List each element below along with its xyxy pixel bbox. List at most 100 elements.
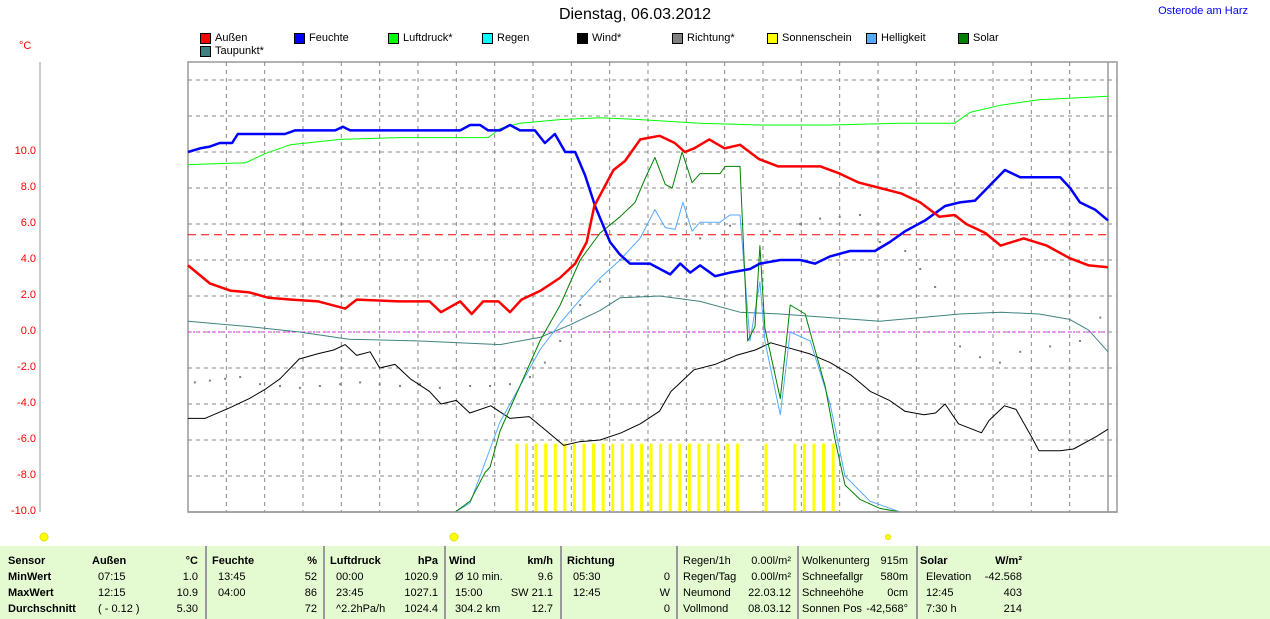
series-line-luftdruck <box>187 95 1109 166</box>
sunshine-bar <box>592 443 596 512</box>
direction-point <box>904 250 907 252</box>
table-cell-label: Solar <box>920 555 948 567</box>
table-cell-value: 5.30 <box>176 603 198 615</box>
sunshine-bar <box>793 443 797 512</box>
legend-item: Helligkeit <box>866 32 926 44</box>
table-cell-value: SW 21.1 <box>510 587 553 599</box>
sunshine-bar <box>726 443 730 512</box>
table-cell-value: 580m <box>880 571 908 583</box>
direction-point <box>729 224 732 227</box>
sunshine-bar <box>639 443 643 512</box>
column-separator <box>560 546 562 619</box>
direction-point <box>978 356 981 359</box>
table-cell-label: Sonnen Pos <box>802 603 862 615</box>
direction-point <box>193 381 196 384</box>
direction-point <box>239 376 242 378</box>
series-line-taupunkt <box>187 295 1109 353</box>
table-cell-label: Durchschnitt <box>8 603 76 615</box>
sunshine-bar <box>582 443 586 512</box>
direction-point <box>398 385 401 387</box>
legend-item: Regen <box>482 32 529 44</box>
sunshine-bar <box>687 443 691 512</box>
location-link[interactable]: Osterode am Harz <box>1158 5 1248 17</box>
sunshine-bar <box>601 443 605 512</box>
table-cell-value: 403 <box>1003 587 1022 599</box>
direction-point <box>469 385 472 387</box>
legend-label: Helligkeit <box>881 32 926 44</box>
legend-item: Solar <box>958 32 999 44</box>
direction-point <box>998 361 1001 364</box>
table-cell-value: °C <box>185 555 198 567</box>
sunshine-bar <box>707 443 711 512</box>
sunshine-bar <box>678 443 682 512</box>
legend-swatch <box>482 32 493 44</box>
sunshine-bar <box>822 443 826 512</box>
table-cell-label: 23:45 <box>336 587 364 599</box>
table-cell-value: km/h <box>527 555 553 567</box>
table-cell-value: 12.7 <box>531 603 553 615</box>
direction-point <box>224 377 227 380</box>
table-cell-value: % <box>307 555 317 567</box>
direction-point <box>1099 316 1102 319</box>
direction-point <box>858 214 861 216</box>
y-tick-label: 4.0 <box>20 253 36 265</box>
table-cell-value: 0cm <box>887 587 908 599</box>
table-cell-label: Vollmond <box>683 603 729 615</box>
legend-item: Luftdruck* <box>388 32 453 44</box>
table-cell-label: Wolkenunterg <box>802 555 870 567</box>
legend-label: Sonnenschein <box>782 32 852 44</box>
table-cell-label: Schneehöhe <box>802 587 864 599</box>
sunshine-bar <box>659 443 663 512</box>
y-tick-label: -2.0 <box>17 361 36 373</box>
table-cell-label: 12:15 <box>98 587 126 599</box>
legend-label: Luftdruck* <box>403 32 453 44</box>
legend-swatch <box>388 32 399 44</box>
table-cell-value: 0 <box>663 603 670 615</box>
y-tick-label: 8.0 <box>20 181 36 193</box>
table-cell-label: ( - 0.12 ) <box>98 603 140 615</box>
direction-point <box>378 383 381 386</box>
legend-label: Wind* <box>592 32 622 44</box>
legend-label: Solar <box>973 32 999 44</box>
direction-point <box>934 286 937 288</box>
direction-point <box>838 215 841 218</box>
y-tick-label: 6.0 <box>20 217 36 229</box>
table-cell-label: Regen/1h <box>683 555 731 567</box>
table-cell-label: 7:30 h <box>926 603 957 615</box>
direction-point <box>418 383 421 386</box>
table-cell-label: 07:15 <box>98 571 126 583</box>
direction-point <box>559 340 562 342</box>
sunshine-bar <box>515 443 519 512</box>
table-cell-label: 13:45 <box>218 571 246 583</box>
table-cell-value: 22.03.12 <box>748 587 791 599</box>
table-cell-label: Feuchte <box>212 555 255 567</box>
legend-swatch <box>200 45 211 57</box>
table-cell-label: Elevation <box>926 571 972 583</box>
legend-swatch <box>958 32 969 44</box>
legend-item: Feuchte <box>294 32 349 44</box>
direction-point <box>819 217 822 220</box>
y-tick-label: 10.0 <box>14 145 36 157</box>
table-cell-value: 1027.1 <box>404 587 438 599</box>
sunshine-bar <box>649 443 653 512</box>
table-cell-label: 05:30 <box>573 571 601 583</box>
direction-point <box>543 361 546 364</box>
table-cell-label: 12:45 <box>573 587 601 599</box>
table-cell-label: 04:00 <box>218 587 246 599</box>
direction-point <box>339 383 342 386</box>
table-cell-value: 52 <box>304 571 317 583</box>
series-line-helligkeit <box>454 201 901 513</box>
table-cell-value: 9.6 <box>537 571 553 583</box>
table-cell-value: W/m² <box>995 555 1022 567</box>
table-cell-label: Wind <box>449 555 476 567</box>
sun-icon <box>885 534 891 540</box>
sunshine-bar <box>611 443 615 512</box>
table-cell-label: 00:00 <box>336 571 364 583</box>
table-cell-label: Außen <box>92 555 127 567</box>
direction-point <box>768 230 771 233</box>
legend-swatch <box>767 32 778 44</box>
legend-label: Taupunkt* <box>215 45 264 57</box>
column-separator <box>444 546 446 619</box>
legend-item: Taupunkt* <box>200 45 264 57</box>
direction-point <box>959 345 962 348</box>
